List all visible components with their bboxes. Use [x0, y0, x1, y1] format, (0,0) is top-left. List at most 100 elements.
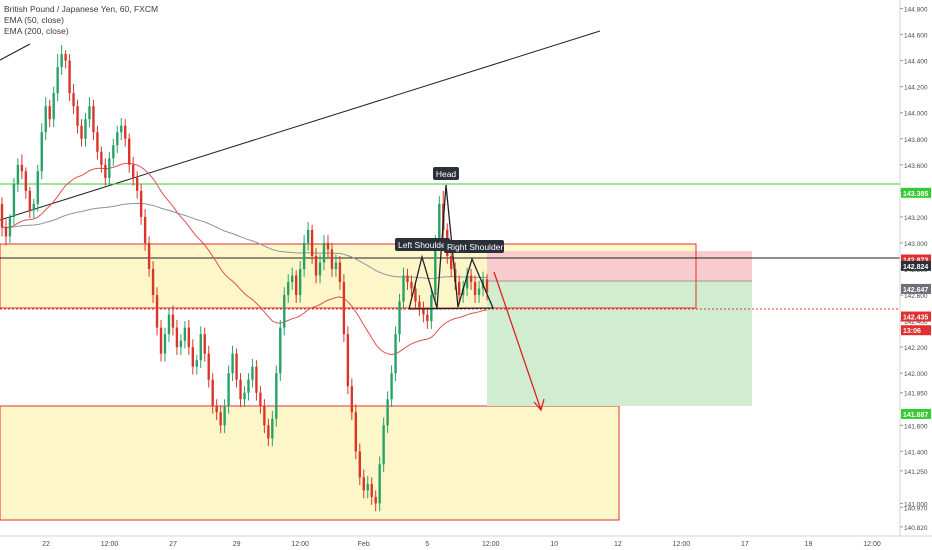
candle-up	[434, 242, 437, 296]
time-axis-ticks: 22 12:00 27 29 12:00 Feb 5 12:00 10 12 12:00 17 19 12…	[42, 541, 881, 548]
symbol-title[interactable]: British Pound / Japanese Yen, 60, FXCM	[4, 4, 159, 14]
upper-zone-overlay-border	[0, 243, 697, 309]
candle-up	[8, 216, 12, 237]
price-tick-label: 143.200	[904, 215, 928, 222]
candle-down	[64, 54, 67, 61]
candle-down	[469, 275, 473, 283]
candle-down	[374, 496, 377, 504]
head-annotation[interactable]: Head	[433, 167, 459, 180]
ema-200-line[interactable]	[1, 202, 488, 280]
candle-up	[298, 269, 302, 296]
time-tick-label: 10	[550, 541, 558, 548]
head-label: Head	[436, 169, 457, 179]
price-labels: 143.385142.873142.824142.647142.43513:06…	[901, 187, 931, 419]
candle-up	[386, 399, 389, 426]
price-tick-label: 142.000	[904, 371, 928, 378]
candle-up	[183, 327, 187, 341]
price-tick-label: 140.970	[904, 505, 928, 512]
trendline-upper-left[interactable]	[0, 43, 31, 61]
candle-down	[350, 386, 354, 413]
candle-down	[187, 327, 191, 348]
candle-down	[96, 132, 99, 152]
candle-down	[100, 151, 103, 165]
candle-down	[354, 412, 358, 452]
time-tick-label: 5	[425, 541, 429, 548]
price-tick-label: 144.400	[904, 59, 928, 66]
price-tick-label: 142.200	[904, 345, 928, 352]
left-shoulder-annotation[interactable]: Left Shoulder	[395, 238, 450, 251]
candle-down	[128, 138, 131, 165]
price-tick-label: 143.800	[904, 137, 928, 144]
candle-up	[179, 340, 183, 348]
time-tick-label: Feb	[358, 541, 370, 548]
candle-down	[426, 314, 429, 322]
legend: British Pound / Japanese Yen, 60, FXCM E…	[4, 4, 158, 37]
candle-up	[334, 262, 338, 269]
projection-arrow[interactable]	[493, 271, 542, 411]
candle-up	[318, 262, 322, 276]
candle-down	[72, 93, 75, 107]
candle-down	[124, 125, 127, 139]
stop-loss-area[interactable]	[487, 251, 752, 281]
candle-up	[243, 392, 246, 400]
take-profit-area[interactable]	[487, 281, 752, 406]
candle-up	[461, 288, 465, 296]
candle-up	[163, 334, 167, 354]
price-tick-label: 143.000	[904, 241, 928, 248]
price-badge	[901, 311, 931, 322]
candle-down	[207, 353, 210, 380]
candle-down	[135, 177, 139, 191]
candle-up	[32, 203, 35, 211]
ema200-legend[interactable]: EMA (200, close)	[4, 26, 69, 36]
candle-up	[430, 295, 433, 322]
candle-up	[275, 373, 278, 419]
candle-up	[398, 301, 401, 335]
candle-down	[76, 106, 79, 126]
candle-up	[195, 360, 198, 367]
candle-up	[306, 229, 310, 243]
candle-up	[56, 67, 59, 94]
candle-up	[271, 418, 274, 439]
candle-up	[40, 132, 43, 172]
price-tick-label: 141.850	[904, 391, 928, 398]
candle-up	[465, 275, 469, 289]
time-tick-label: 12:00	[673, 541, 691, 548]
time-tick-label: 12:00	[863, 541, 881, 548]
candle-up	[52, 93, 55, 120]
price-badge	[901, 325, 931, 336]
price-tick-label: 144.200	[904, 85, 928, 92]
time-tick-label: 12	[614, 541, 622, 548]
candle-down	[155, 295, 159, 328]
candle-down	[219, 412, 222, 426]
ema50-legend[interactable]: EMA (50, close)	[4, 15, 64, 25]
ema-50-line[interactable]	[1, 162, 488, 356]
time-tick-label: 29	[233, 541, 241, 548]
price-badge	[901, 408, 931, 419]
candle-up	[16, 164, 20, 185]
candle-down	[330, 249, 334, 269]
candle-up	[167, 314, 171, 335]
lower-zone[interactable]	[0, 405, 620, 521]
candle-down	[259, 392, 262, 406]
candle-down	[414, 288, 417, 302]
right-shoulder-annotation[interactable]: Right Shoulder	[444, 240, 504, 253]
time-axis-bg[interactable]	[0, 536, 932, 550]
candle-up	[88, 106, 91, 120]
time-tick-label: 22	[42, 541, 50, 548]
candle-down	[24, 171, 28, 191]
candle-up	[60, 54, 63, 68]
candle-down	[104, 164, 107, 178]
candle-up	[402, 275, 405, 302]
price-tick-label: 141.600	[904, 423, 928, 430]
price-badge-label: 142.647	[903, 287, 928, 294]
price-badge-label: 142.435	[903, 315, 928, 322]
candle-down	[48, 106, 51, 120]
trendline[interactable]	[0, 30, 601, 221]
candle-down	[20, 164, 24, 172]
price-badge-label: 13:06	[903, 328, 921, 335]
price-tick-label: 141.250	[904, 469, 928, 476]
price-badge	[901, 187, 931, 198]
price-tick-label: 142.400	[904, 319, 928, 326]
candle-down	[239, 379, 242, 400]
